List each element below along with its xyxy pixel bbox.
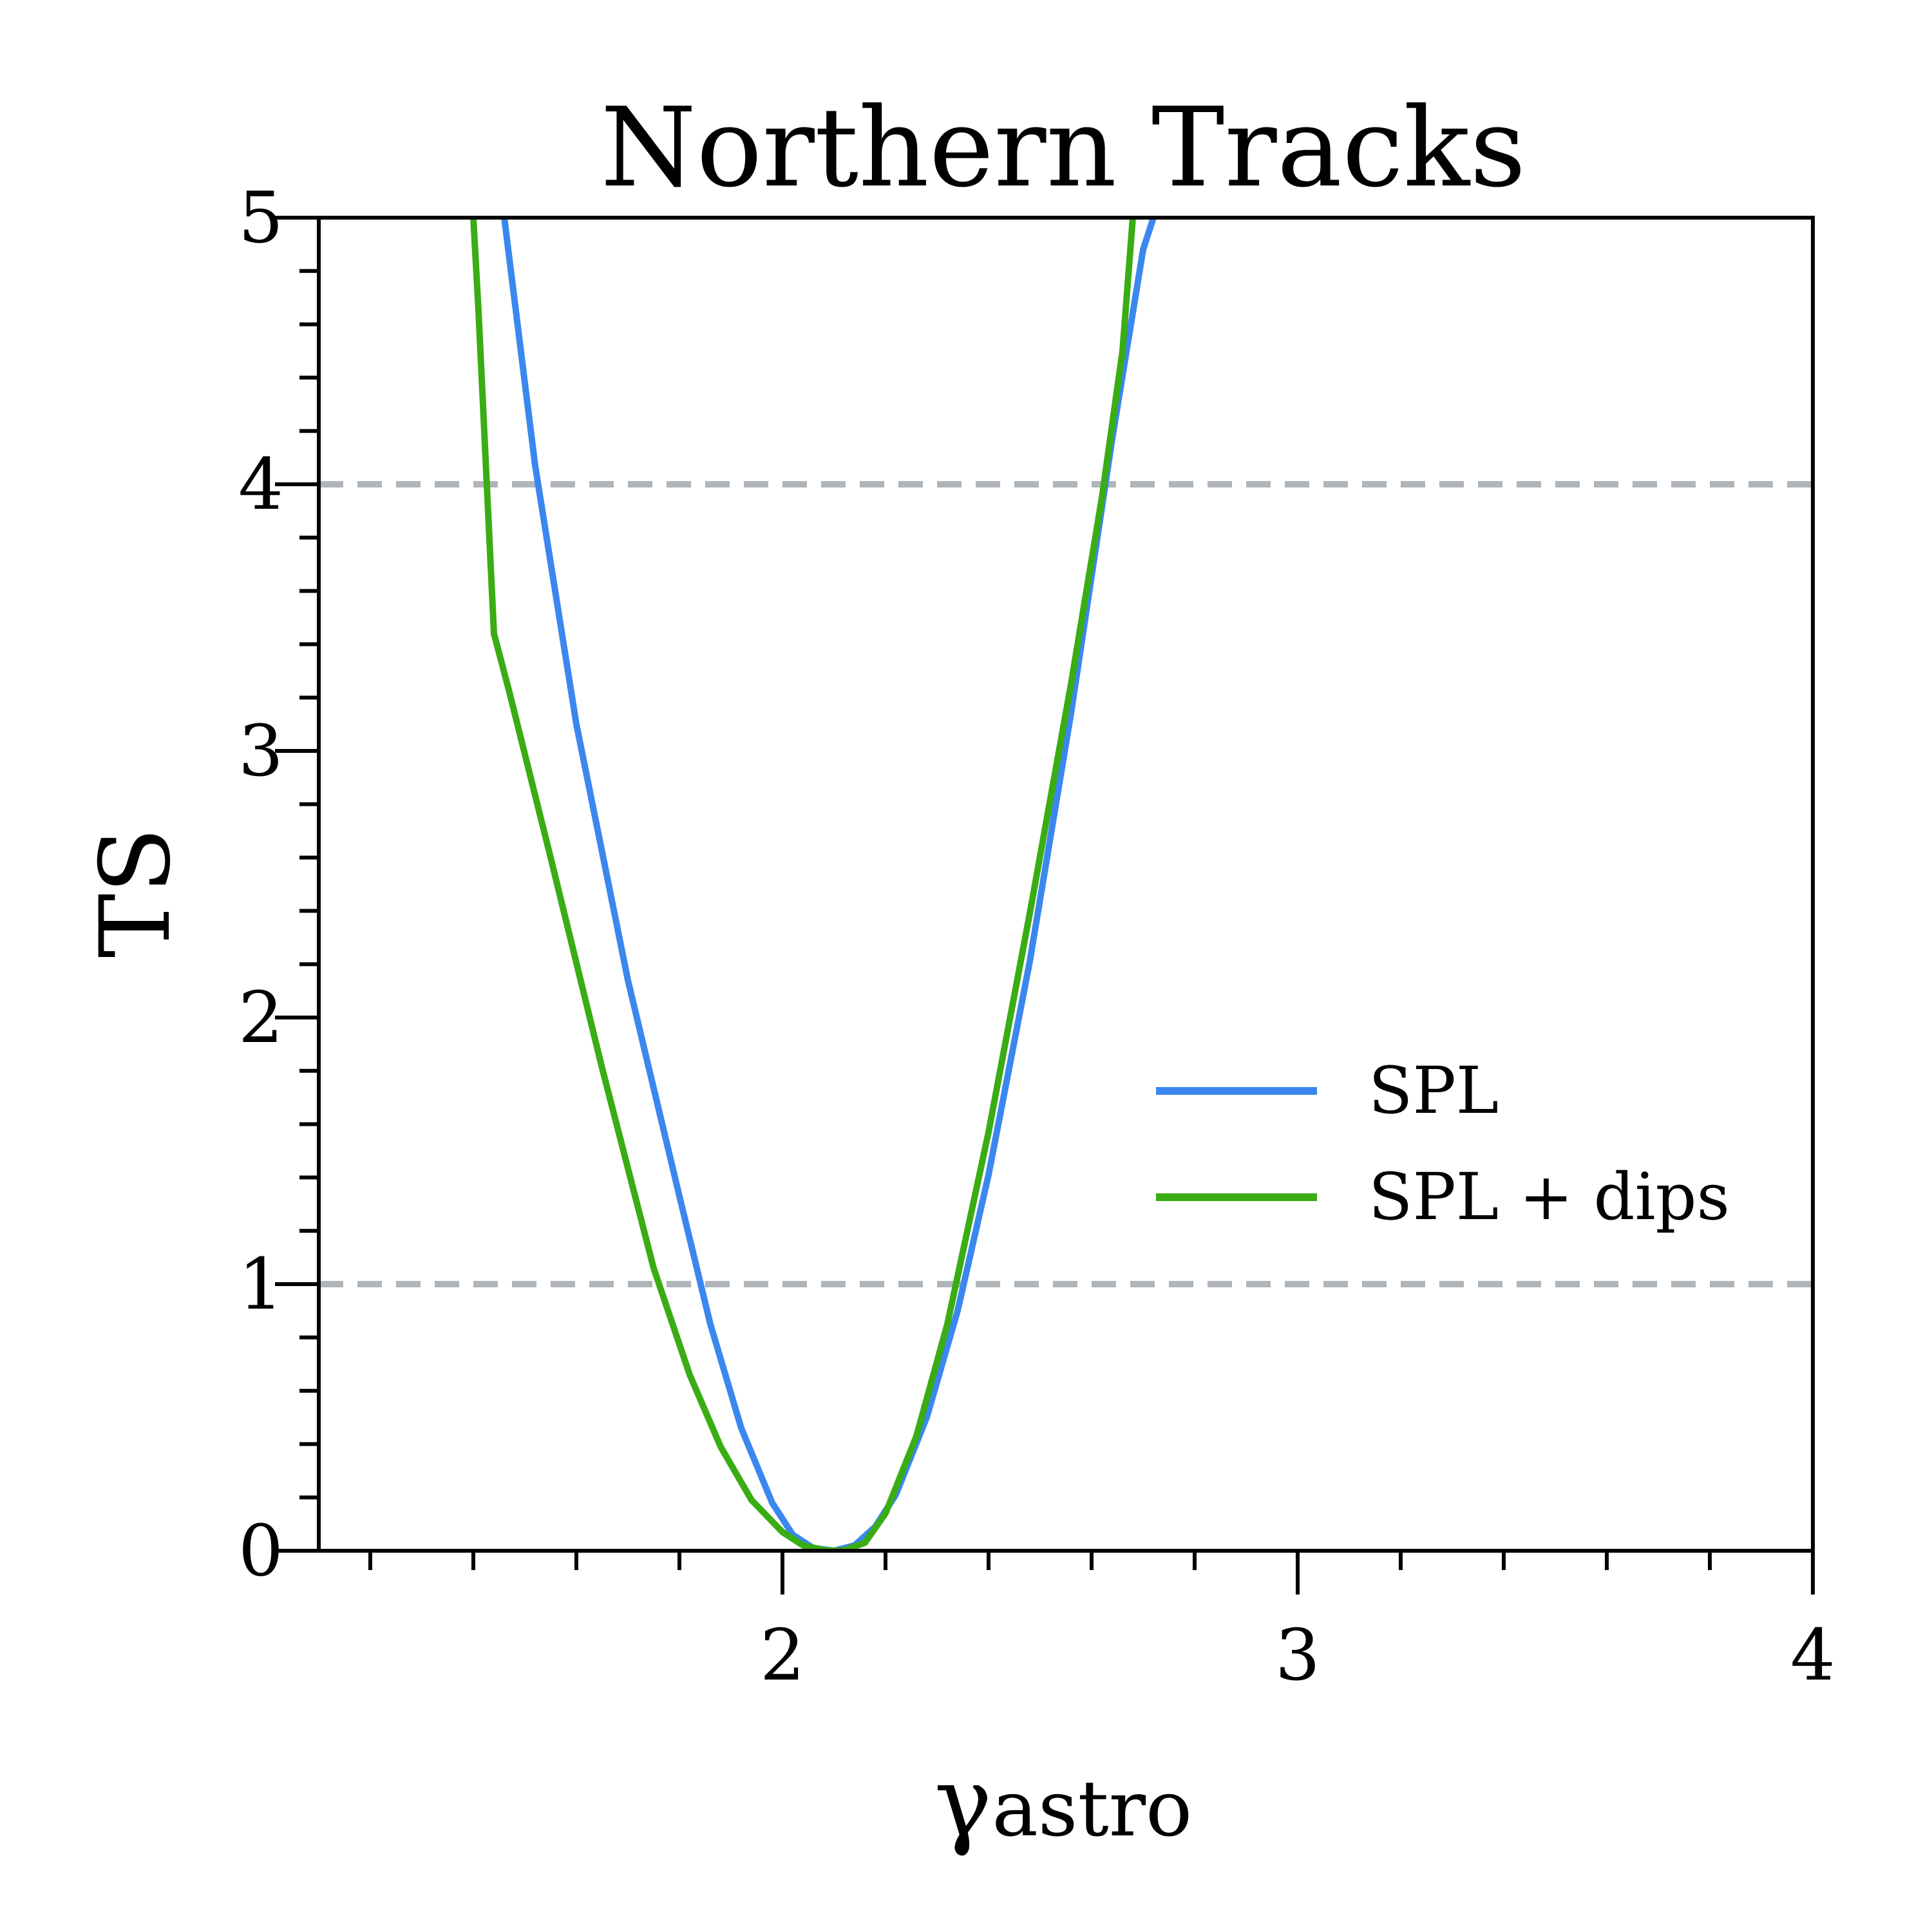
y-tick-label: 4 xyxy=(238,443,283,526)
x-tick-label: 2 xyxy=(760,1614,805,1696)
y-tick-label: 5 xyxy=(238,176,283,259)
series-lines xyxy=(470,218,1157,1551)
plot-frame xyxy=(317,216,1815,1553)
x-axis-label-main: γ xyxy=(934,1747,992,1859)
series-line-spl-dips xyxy=(470,218,1136,1551)
x-tick-label: 4 xyxy=(1790,1614,1835,1696)
legend-label-spl: SPL xyxy=(1368,1053,1499,1128)
axis-ticks: 0 1 2 3 4 5 2 3 4 xyxy=(238,176,1835,1696)
y-axis-label: TS xyxy=(80,828,192,958)
y-tick-label: 3 xyxy=(238,710,283,792)
y-tick-label: 1 xyxy=(238,1243,283,1325)
series-line-spl xyxy=(501,218,1157,1551)
x-tick-label: 3 xyxy=(1275,1614,1320,1696)
x-axis-label: γastro xyxy=(934,1747,1193,1859)
chart-title: Northern Tracks xyxy=(600,84,1526,212)
x-axis-label-sub: astro xyxy=(992,1765,1192,1854)
legend: SPL SPL + dips xyxy=(1156,1053,1730,1235)
reference-lines xyxy=(319,481,1813,1287)
y-tick-label: 0 xyxy=(238,1510,283,1592)
y-tick-label: 2 xyxy=(238,976,283,1059)
legend-label-spl-dips: SPL + dips xyxy=(1368,1159,1730,1235)
